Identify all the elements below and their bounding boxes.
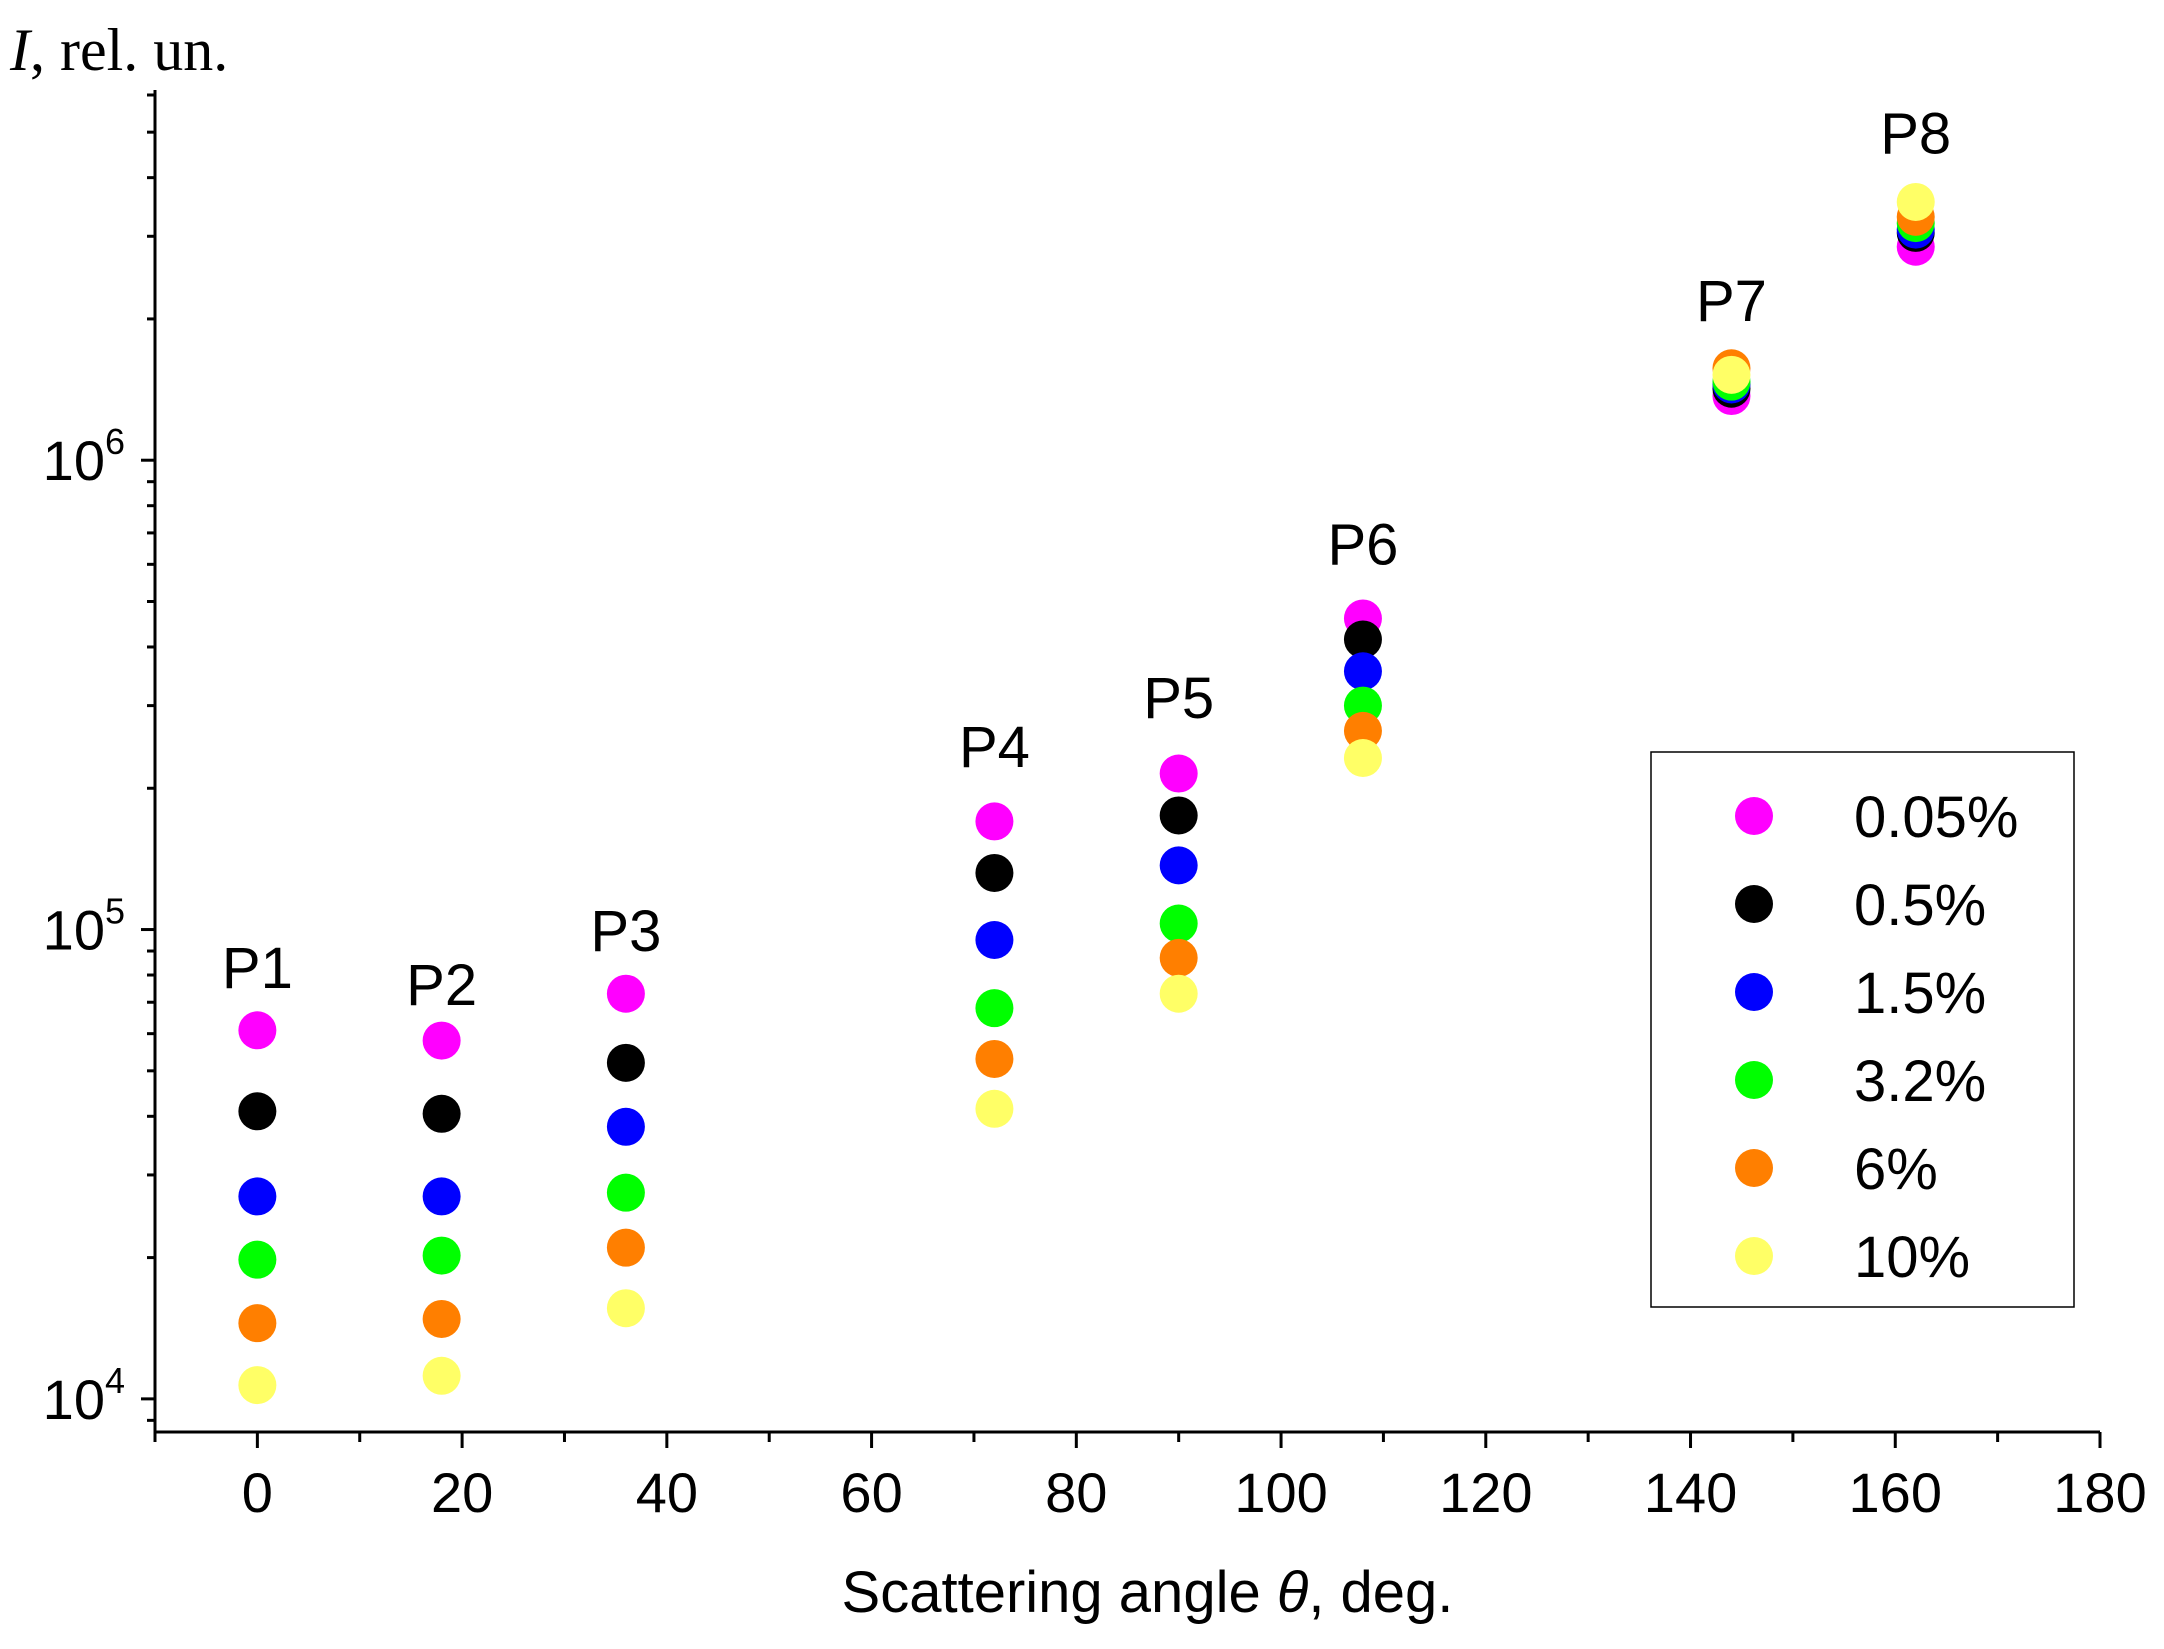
x-axis-label-suffix: , deg. xyxy=(1308,1560,1453,1625)
data-point xyxy=(1159,938,1198,977)
legend-label: 0.5% xyxy=(1854,873,1986,938)
point-group-label: P2 xyxy=(406,953,477,1018)
data-point xyxy=(606,1228,645,1267)
legend-label: 3.2% xyxy=(1854,1049,1986,1114)
point-group-label: P1 xyxy=(222,936,293,1001)
y-axis-label: I, rel. un. xyxy=(9,17,228,83)
data-points xyxy=(238,182,1935,1405)
legend-marker xyxy=(1735,973,1773,1011)
data-point xyxy=(1343,652,1382,691)
point-group-label: P4 xyxy=(959,715,1030,780)
x-axis-label: Scattering angle θ, deg. xyxy=(842,1560,1454,1625)
data-point xyxy=(975,920,1014,959)
legend-label: 6% xyxy=(1854,1137,1938,1202)
x-tick-label: 100 xyxy=(1234,1461,1327,1524)
data-point xyxy=(238,1011,277,1050)
y-tick-label: 105 xyxy=(43,891,125,962)
point-group-label: P5 xyxy=(1143,666,1214,731)
data-point xyxy=(1343,620,1382,659)
data-point xyxy=(1159,846,1198,885)
y-tick-base: 10 xyxy=(43,1368,105,1431)
x-axis-label-prefix: Scattering angle xyxy=(842,1560,1277,1625)
data-point xyxy=(422,1356,461,1395)
legend-label: 10% xyxy=(1854,1225,1970,1290)
x-tick-label: 120 xyxy=(1439,1461,1532,1524)
legend-marker xyxy=(1735,797,1773,835)
point-group-label: P7 xyxy=(1696,269,1767,334)
data-point xyxy=(1159,754,1198,793)
point-group-label: P3 xyxy=(590,899,661,964)
y-tick-base: 10 xyxy=(43,429,105,492)
x-tick-label: 40 xyxy=(636,1461,698,1524)
x-tick-label: 0 xyxy=(242,1461,273,1524)
y-axis-label-text: , rel. un. xyxy=(30,17,228,83)
data-point xyxy=(1159,904,1198,943)
y-tick-label: 104 xyxy=(43,1360,125,1431)
data-point xyxy=(422,1021,461,1060)
legend-box xyxy=(1650,751,2075,1308)
legend-label: 1.5% xyxy=(1854,961,1986,1026)
legend-marker xyxy=(1735,1149,1773,1187)
data-point xyxy=(422,1236,461,1275)
data-point xyxy=(606,1173,645,1212)
y-axis-label-symbol: I xyxy=(9,17,33,83)
x-tick-label: 160 xyxy=(1849,1461,1942,1524)
data-point xyxy=(1896,182,1935,221)
legend-marker xyxy=(1735,885,1773,923)
legend-marker xyxy=(1735,1061,1773,1099)
x-tick-label: 20 xyxy=(431,1461,493,1524)
x-tick-label: 180 xyxy=(2053,1461,2146,1524)
data-point xyxy=(606,1043,645,1082)
y-tick-base: 10 xyxy=(43,899,105,962)
y-tick-exponent: 5 xyxy=(105,891,125,932)
data-point xyxy=(975,1089,1014,1128)
x-tick-label: 60 xyxy=(840,1461,902,1524)
data-point xyxy=(238,1304,277,1343)
data-point xyxy=(238,1366,277,1405)
data-point xyxy=(975,1039,1014,1078)
axes xyxy=(153,90,2100,1434)
data-point xyxy=(238,1092,277,1131)
data-point xyxy=(606,1289,645,1328)
point-labels: P1 P2 P3 P4 P5 P6 P7 P8 xyxy=(222,102,1951,1019)
legend-marker xyxy=(1735,1237,1773,1275)
data-point xyxy=(606,1107,645,1146)
data-point xyxy=(975,802,1014,841)
x-tick-label: 80 xyxy=(1045,1461,1107,1524)
data-point xyxy=(422,1094,461,1133)
legend: 0.05% 0.5% 1.5% 3.2% 6% 10% xyxy=(1650,751,2075,1308)
x-tick-label: 140 xyxy=(1644,1461,1737,1524)
data-point xyxy=(1712,355,1751,394)
data-point xyxy=(1343,739,1382,778)
x-axis-label-symbol: θ xyxy=(1277,1560,1308,1625)
data-point xyxy=(422,1299,461,1338)
point-group-label: P8 xyxy=(1880,102,1951,167)
data-point xyxy=(422,1177,461,1216)
data-point xyxy=(606,974,645,1013)
legend-label: 0.05% xyxy=(1854,785,2018,850)
data-point xyxy=(1159,796,1198,835)
data-point xyxy=(1343,711,1382,750)
data-point xyxy=(238,1240,277,1279)
data-point xyxy=(975,853,1014,892)
y-tick-label: 106 xyxy=(43,421,125,492)
y-tick-exponent: 6 xyxy=(105,421,125,462)
y-tick-exponent: 4 xyxy=(105,1360,125,1401)
axis-labels: I, rel. un. Scattering angle θ, deg. xyxy=(9,17,1453,1625)
point-group-label: P6 xyxy=(1327,512,1398,577)
data-point xyxy=(238,1177,277,1216)
data-point xyxy=(975,989,1014,1028)
data-point xyxy=(1159,974,1198,1013)
